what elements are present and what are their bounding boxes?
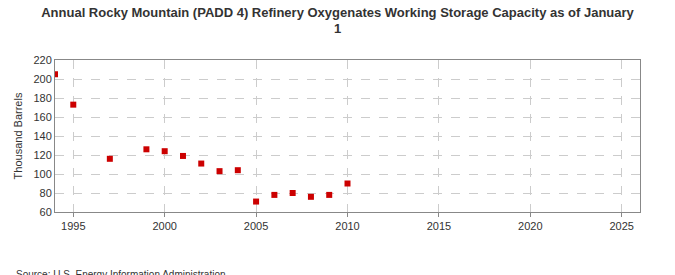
svg-text:160: 160: [33, 111, 51, 123]
svg-text:Source: U.S. Energy Informatio: Source: U.S. Energy Information Administ…: [16, 269, 226, 275]
svg-text:180: 180: [33, 92, 51, 104]
svg-text:2025: 2025: [609, 220, 633, 232]
svg-text:2010: 2010: [335, 220, 359, 232]
svg-text:80: 80: [40, 187, 52, 199]
svg-text:Annual Rocky Mountain (PADD 4): Annual Rocky Mountain (PADD 4) Refinery …: [41, 5, 634, 37]
svg-text:60: 60: [40, 206, 52, 218]
svg-text:1995: 1995: [61, 220, 85, 232]
svg-text:2020: 2020: [518, 220, 542, 232]
svg-text:2005: 2005: [244, 220, 268, 232]
svg-text:200: 200: [33, 73, 51, 85]
svg-text:2000: 2000: [152, 220, 176, 232]
svg-text:2015: 2015: [427, 220, 451, 232]
svg-text:140: 140: [33, 130, 51, 142]
svg-text:120: 120: [33, 149, 51, 161]
svg-text:Thousand Barrels: Thousand Barrels: [12, 92, 24, 179]
svg-text:100: 100: [33, 168, 51, 180]
svg-text:220: 220: [33, 54, 51, 66]
